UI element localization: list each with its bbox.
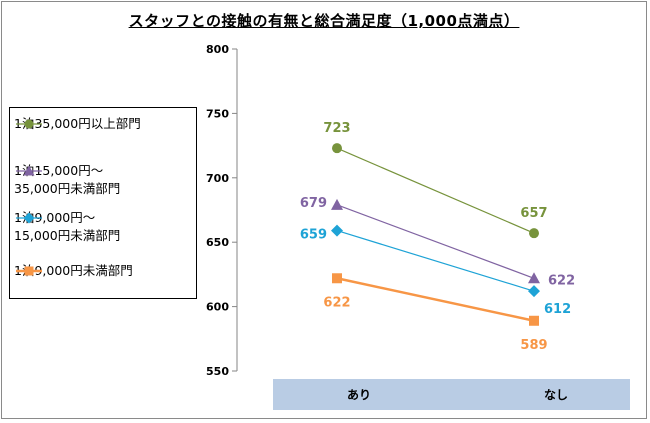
legend-item: 1泊35,000円以上部門	[14, 116, 141, 133]
data-point-marker	[331, 224, 343, 237]
legend-marker	[23, 212, 35, 224]
y-tick-label: 600	[206, 301, 229, 314]
legend-item: 1泊9,000円未満部門	[14, 263, 133, 280]
legend-marker	[23, 165, 35, 176]
x-category-band	[273, 379, 630, 410]
data-point-marker	[332, 273, 342, 284]
legend-circle-icon	[16, 119, 42, 129]
legend-triangle-icon	[16, 165, 42, 176]
y-tick-label: 550	[206, 365, 229, 378]
data-label: 657	[520, 206, 547, 221]
data-label: 679	[300, 196, 327, 211]
y-tick-label: 650	[206, 236, 229, 249]
y-tick-label: 800	[206, 43, 229, 56]
legend-item: 1泊15,000円～ 35,000円未満部門	[14, 163, 121, 198]
series-line	[336, 277, 535, 322]
data-label: 612	[544, 302, 571, 317]
legend-diamond-icon	[16, 212, 42, 224]
data-point-marker	[528, 272, 540, 284]
legend-label: 1泊15,000円～ 35,000円未満部門	[14, 163, 121, 196]
data-label: 622	[323, 295, 350, 310]
series-line	[336, 230, 535, 292]
data-label: 723	[323, 121, 350, 136]
chart-plot: 550 600 650 700 750 800 あり なし 723 657 679 622 659 612…	[206, 43, 630, 410]
data-point-marker	[331, 198, 343, 210]
series-line	[336, 204, 535, 279]
legend-square-icon	[16, 266, 42, 276]
y-tick-label: 700	[206, 172, 229, 185]
chart-title: スタッフとの接触の有無と総合満足度（1,000点満点）	[128, 12, 520, 30]
data-label: 589	[520, 338, 547, 353]
legend-item: 1泊9,000円～ 15,000円未満部門	[14, 210, 121, 245]
data-label: 659	[300, 228, 327, 243]
data-point-marker	[529, 315, 539, 326]
y-tick-label: 750	[206, 107, 229, 120]
data-point-marker	[528, 285, 540, 298]
chart-legend: 1泊35,000円以上部門 1泊15,000円～ 35,000円未満部門 1泊9,0…	[9, 107, 197, 299]
legend-label: 1泊9,000円未満部門	[14, 263, 133, 278]
x-tick-label: あり	[347, 388, 371, 402]
data-label: 622	[548, 273, 575, 288]
x-tick-label: なし	[544, 388, 568, 402]
data-point-marker	[332, 143, 342, 154]
legend-marker	[24, 119, 34, 129]
legend-label: 1泊35,000円以上部門	[14, 116, 141, 131]
series-line	[336, 147, 535, 234]
data-point-marker	[529, 228, 539, 239]
legend-label: 1泊9,000円～ 15,000円未満部門	[14, 210, 121, 243]
legend-marker	[24, 266, 34, 276]
